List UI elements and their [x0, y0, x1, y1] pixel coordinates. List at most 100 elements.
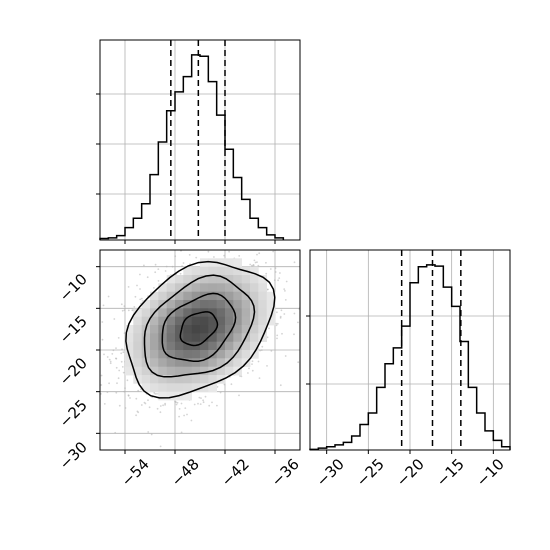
density-cell: [216, 325, 226, 334]
marginal-y-tick-label: −10: [473, 455, 508, 490]
scatter-point: [123, 305, 126, 308]
density-cell: [175, 366, 184, 376]
scatter-point: [129, 397, 131, 399]
scatter-point: [238, 255, 241, 257]
density-cell: [233, 316, 242, 326]
scatter-point: [261, 345, 264, 348]
density-cell: [250, 300, 259, 309]
density-cell: [225, 308, 234, 317]
scatter-point: [164, 404, 167, 406]
scatter-point: [115, 347, 117, 349]
density-cell: [166, 391, 176, 401]
density-cell: [183, 291, 192, 301]
scatter-point: [219, 246, 221, 248]
density-cell: [241, 283, 251, 292]
scatter-point: [257, 264, 260, 267]
scatter-point: [184, 407, 187, 409]
scatter-point: [147, 399, 149, 402]
scatter-point: [153, 287, 155, 289]
scatter-point: [276, 334, 279, 337]
scatter-point: [115, 357, 117, 360]
density-cell: [125, 325, 134, 334]
density-cell: [133, 341, 142, 351]
scatter-point: [258, 377, 261, 379]
density-cell: [208, 283, 217, 292]
density-cell: [200, 300, 209, 309]
scatter-point: [154, 263, 157, 266]
scatter-point: [272, 242, 274, 244]
density-cell: [133, 325, 142, 334]
density-cell: [258, 300, 267, 309]
density-cell: [225, 341, 234, 351]
scatter-point: [91, 351, 93, 353]
scatter-point: [275, 324, 278, 327]
density-cell: [191, 358, 201, 367]
joint-x-tick-label: −48: [168, 455, 203, 490]
contour-line: [179, 311, 219, 347]
density-cell: [241, 308, 251, 317]
scatter-point: [123, 390, 126, 393]
density-cell: [208, 300, 217, 309]
density-cell: [191, 383, 201, 392]
density-cell: [158, 391, 167, 401]
scatter-point: [113, 318, 116, 320]
density-cell: [266, 291, 276, 301]
density-cell: [225, 291, 234, 301]
scatter-point: [159, 405, 162, 407]
scatter-point: [230, 383, 233, 386]
density-cell: [233, 258, 242, 267]
scatter-point: [153, 392, 156, 394]
density-cell: [125, 358, 134, 367]
scatter-point: [228, 250, 231, 253]
density-cell: [258, 283, 267, 292]
scatter-point: [273, 279, 276, 282]
scatter-point: [121, 366, 124, 368]
density-cell: [191, 375, 201, 384]
scatter-point: [150, 433, 153, 436]
marginal-y-tick-label: −20: [393, 455, 428, 490]
scatter-point: [106, 391, 109, 394]
density-cell: [208, 275, 217, 284]
scatter-point: [117, 377, 120, 380]
contour-line: [143, 274, 256, 378]
density-cell: [241, 341, 251, 351]
scatter-point: [275, 322, 277, 325]
scatter-point: [103, 403, 106, 405]
density-cell: [191, 333, 201, 342]
density-cell: [150, 383, 159, 392]
density-cell: [266, 308, 276, 317]
scatter-point: [283, 313, 286, 315]
density-cell: [175, 291, 184, 301]
density-cell: [200, 275, 209, 284]
scatter-point: [156, 393, 158, 395]
density-cell: [166, 366, 176, 376]
joint-y-tick-label: −30: [56, 438, 91, 473]
scatter-point: [91, 351, 93, 353]
scatter-point: [146, 276, 149, 279]
joint-y-tick-label: −10: [56, 270, 91, 305]
scatter-point: [126, 379, 129, 382]
density-cell: [183, 300, 192, 309]
marginal-x-frame: [99, 39, 301, 241]
density-cell: [258, 291, 267, 301]
marginal-x-panel: [96, 39, 301, 244]
density-cell: [233, 308, 242, 317]
scatter-point: [120, 352, 123, 355]
scatter-point: [190, 419, 193, 422]
scatter-point: [197, 402, 199, 405]
contour-line: [125, 260, 276, 399]
scatter-point: [109, 362, 112, 365]
joint-x-tick-label: −36: [268, 455, 303, 490]
scatter-point: [157, 280, 160, 282]
scatter-point: [285, 280, 288, 283]
scatter-point: [183, 414, 186, 417]
density-cell: [216, 350, 226, 359]
scatter-point: [284, 355, 287, 357]
density-cell: [150, 358, 159, 367]
density-cell: [216, 358, 226, 367]
density-cell: [250, 283, 259, 292]
scatter-point: [249, 263, 252, 266]
scatter-point: [256, 253, 258, 256]
scatter-point: [208, 404, 211, 407]
